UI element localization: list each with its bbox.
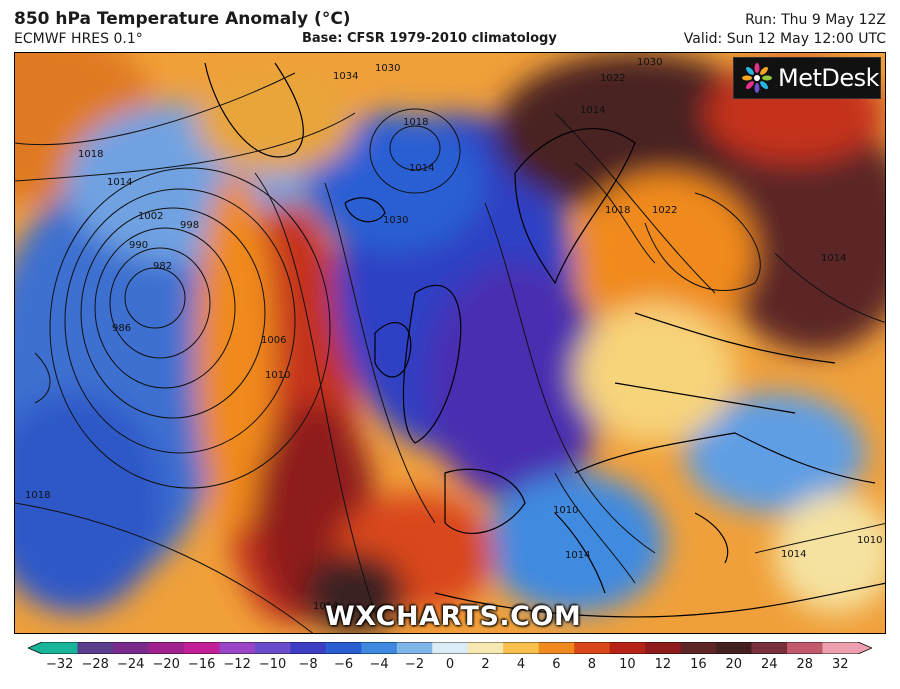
- colorbar-tick-label: −2: [404, 657, 425, 672]
- colorbar-tick-label: 24: [761, 657, 778, 672]
- colorbar-tick-label: 12: [654, 657, 672, 672]
- model-label: ECMWF HRES 0.1°: [14, 31, 143, 47]
- isobar-lines: [15, 72, 885, 633]
- isobar-label: 990: [129, 240, 148, 251]
- colorbar-tick-label: 16: [690, 657, 707, 672]
- colorbar-cell: [183, 642, 220, 654]
- isobar-label: 1018: [605, 205, 630, 216]
- colorbar-cell: [538, 642, 575, 654]
- colorbar-cell: [361, 642, 398, 654]
- colorbar-tick-label: 10: [619, 657, 636, 672]
- isobar-label: 1014: [313, 601, 338, 612]
- isobar-label: 1010: [857, 535, 882, 546]
- run-time-label: Run: Thu 9 May 12Z: [745, 12, 886, 28]
- isobar-label: 1018: [25, 490, 50, 501]
- colorbar-tick-label: 8: [587, 657, 597, 672]
- isobar-label: 1014: [565, 550, 590, 561]
- isobar-label: 1034: [333, 71, 358, 82]
- colorbar-cell: [467, 642, 504, 654]
- valid-time-label: Valid: Sun 12 May 12:00 UTC: [683, 31, 886, 47]
- isobar-label: 1030: [383, 215, 408, 226]
- isobar-label: 998: [180, 220, 199, 231]
- colorbar-cell: [219, 642, 256, 654]
- isobar-label: 1002: [138, 211, 163, 222]
- colorbar: [28, 642, 872, 654]
- isobar-label: 1014: [821, 253, 846, 264]
- colorbar-cell: [645, 642, 682, 654]
- colorbar-cell: [432, 642, 469, 654]
- colorbar-tick-label: −24: [116, 657, 145, 672]
- metdesk-star-icon: [742, 63, 772, 93]
- anomaly-shading: [15, 53, 885, 633]
- anomaly-field: 1034 1030 1022 1030 1018 1014 1018 1014 …: [15, 53, 885, 633]
- colorbar-tick-label: 6: [552, 657, 561, 672]
- colorbar-ticks: −32 −28 −24 −20 −16 −12 −10 −8 −6 −4 −2 0 2 4 6 8 10 12 16…: [0, 657, 900, 677]
- colorbar-cell: [325, 642, 362, 654]
- colorbar-tick-label: 0: [445, 657, 455, 672]
- colorbar-cell: [77, 642, 114, 654]
- colorbar-tick-label: −10: [258, 657, 287, 672]
- colorbar-cell: [396, 642, 433, 654]
- colorbar-max-arrow: [858, 642, 872, 654]
- colorbar-cell: [716, 642, 753, 654]
- colorbar-tick-label: −32: [46, 657, 74, 672]
- climatology-base-label: Base: CFSR 1979-2010 climatology: [302, 31, 557, 46]
- coastlines: [204, 62, 885, 618]
- colorbar-cell: [42, 642, 78, 654]
- colorbar-cell: [751, 642, 788, 654]
- isobar-label: 1022: [600, 73, 625, 84]
- colorbar-tick-label: −20: [152, 657, 180, 672]
- chart-header: 850 hPa Temperature Anomaly (°C) ECMWF H…: [0, 0, 900, 52]
- colorbar-tick-label: 20: [725, 657, 743, 672]
- isobar-label: 1018: [403, 117, 428, 128]
- colorbar-tick-label: 4: [516, 657, 526, 672]
- watermark: WXCHARTS.COM: [325, 601, 582, 632]
- colorbar-cell: [574, 642, 611, 654]
- colorbar-cell: [503, 642, 540, 654]
- isobar-label: 1018: [78, 149, 103, 160]
- colorbar-tick-label: −28: [81, 657, 109, 672]
- isobar-label: 1014: [409, 163, 434, 174]
- colorbar-cell: [254, 642, 291, 654]
- colorbar-cell: [822, 642, 859, 654]
- colorbar-min-arrow: [28, 642, 42, 654]
- isobar-label: 1006: [261, 335, 286, 346]
- isobar-label: 1010: [265, 370, 290, 381]
- isobar-label: 982: [153, 261, 172, 272]
- isobar-label: 1030: [637, 57, 662, 68]
- anomaly-map: 1034 1030 1022 1030 1018 1014 1018 1014 …: [14, 52, 886, 634]
- chart-title: 850 hPa Temperature Anomaly (°C): [14, 9, 351, 29]
- colorbar-tick-label: −6: [333, 657, 354, 672]
- colorbar-cell: [112, 642, 149, 654]
- colorbar-tick-label: −16: [187, 657, 216, 672]
- colorbar-cell: [787, 642, 824, 654]
- logo-text: MetDesk: [778, 64, 880, 92]
- isobar-label: 1014: [781, 549, 806, 560]
- isobar-label: 986: [112, 323, 131, 334]
- metdesk-logo: MetDesk: [733, 57, 881, 99]
- isobar-label: 1030: [375, 63, 400, 74]
- isobar-label: 1014: [107, 177, 132, 188]
- colorbar-cell: [609, 642, 646, 654]
- colorbar-cell: [290, 642, 327, 654]
- colorbar-tick-label: 32: [831, 657, 849, 672]
- colorbar-tick-label: −8: [298, 657, 318, 672]
- colorbar-tick-label: −4: [369, 657, 389, 672]
- colorbar-cell: [680, 642, 717, 654]
- colorbar-tick-label: 28: [796, 657, 814, 672]
- colorbar-tick-label: −12: [223, 657, 251, 672]
- isobar-label: 1010: [553, 505, 578, 516]
- colorbar-cell: [148, 642, 185, 654]
- isobar-labels: 1034 1030 1022 1030 1018 1014 1018 1014 …: [25, 57, 882, 612]
- isobar-label: 1022: [652, 205, 677, 216]
- isobar-label: 1014: [580, 105, 605, 116]
- colorbar-tick-label: 2: [481, 657, 490, 672]
